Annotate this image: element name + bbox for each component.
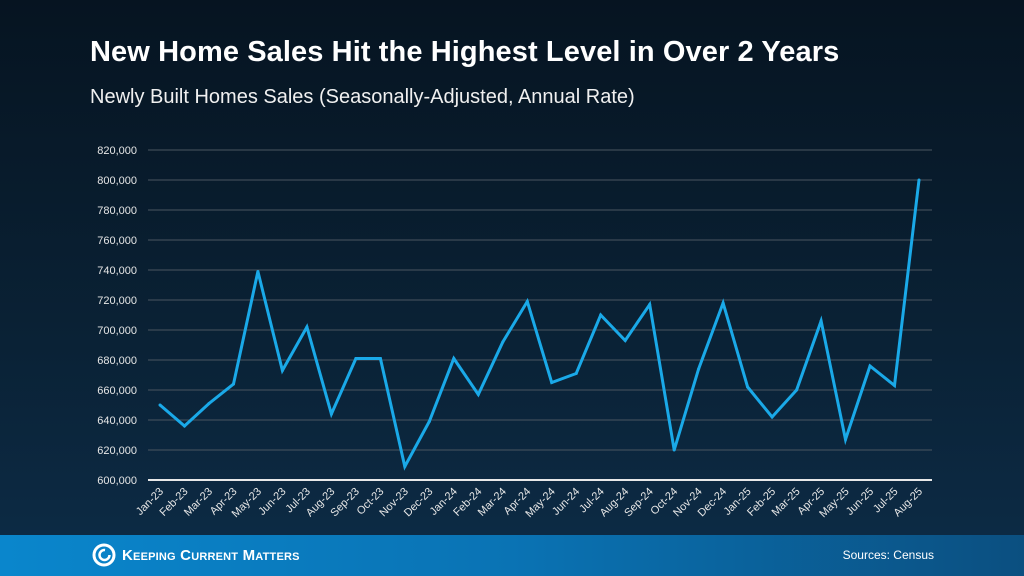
y-tick-label: 700,000	[97, 325, 137, 337]
series-line	[159, 179, 921, 471]
x-tick-label: Jun-25	[844, 486, 876, 518]
data-point	[550, 381, 554, 384]
y-tick-label: 640,000	[97, 415, 137, 427]
data-point	[207, 402, 211, 405]
data-point	[648, 303, 652, 306]
data-point	[574, 372, 578, 375]
data-point	[182, 424, 186, 428]
x-tick-label: Jun-23	[256, 486, 288, 518]
data-point	[501, 340, 505, 344]
x-tick-label: Jun-24	[550, 486, 582, 518]
y-tick-label: 800,000	[97, 175, 137, 187]
chart-title: New Home Sales Hit the Highest Level in …	[90, 36, 840, 68]
data-point	[427, 420, 431, 423]
data-point	[868, 364, 872, 368]
data-point	[476, 393, 480, 396]
data-point	[378, 357, 382, 360]
y-tick-label: 660,000	[97, 385, 137, 397]
y-tick-label: 620,000	[97, 445, 137, 457]
data-point	[770, 415, 774, 419]
footer-bar: Keeping Current Matters Sources: Census	[0, 535, 1024, 576]
source-note: Sources: Census	[842, 548, 934, 562]
y-tick-label: 760,000	[97, 235, 137, 247]
data-point	[329, 412, 333, 416]
data-point	[819, 319, 823, 323]
y-tick-label: 720,000	[97, 295, 137, 307]
data-point	[256, 270, 260, 273]
data-point	[893, 384, 897, 387]
kcm-logo: Keeping Current Matters	[92, 543, 300, 567]
chart-subtitle: Newly Built Homes Sales (Seasonally-Adju…	[90, 86, 635, 108]
y-tick-label: 740,000	[97, 265, 137, 277]
line-chart: 600,000 620,000 640,000 660,000 680,000 700,0…	[97, 145, 932, 520]
data-point	[917, 178, 921, 182]
swirl-logo-icon	[92, 543, 116, 567]
data-point	[452, 357, 456, 360]
data-point	[231, 382, 235, 386]
data-point	[158, 403, 162, 407]
data-point	[599, 313, 603, 317]
data-point	[403, 465, 407, 468]
data-point	[280, 369, 284, 372]
data-point	[746, 385, 750, 389]
data-point	[721, 301, 725, 305]
y-tick-label: 600,000	[97, 475, 137, 487]
y-tick-label: 680,000	[97, 355, 137, 367]
data-point	[525, 300, 529, 303]
data-point	[795, 388, 799, 392]
data-point	[672, 448, 676, 452]
data-point	[844, 438, 848, 441]
data-point	[697, 367, 701, 371]
y-tick-label: 780,000	[97, 205, 137, 217]
logo-text: Keeping Current Matters	[122, 546, 300, 564]
data-point	[623, 339, 627, 342]
data-point	[354, 357, 358, 360]
y-tick-label: 820,000	[97, 145, 137, 157]
data-point	[305, 325, 309, 329]
